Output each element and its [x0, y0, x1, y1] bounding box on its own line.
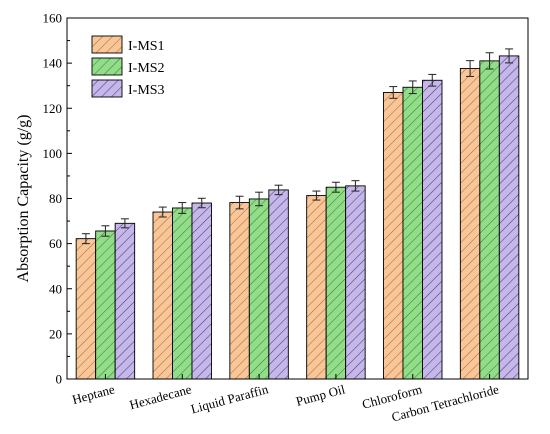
- legend-swatch-i-ms1: [91, 35, 123, 54]
- bar-i-ms1-5: [383, 92, 404, 380]
- legend: I-MS1 I-MS2 I-MS3: [91, 35, 165, 98]
- y-tick-label: 140: [43, 56, 63, 71]
- bar-i-ms3-2: [191, 202, 212, 380]
- bar-i-ms2-4: [325, 186, 347, 380]
- x-tick-label: Liquid Paraffin: [189, 381, 270, 416]
- bar-i-ms2-3: [248, 198, 270, 380]
- bar-i-ms3-3: [268, 189, 289, 380]
- legend-label-i-ms2: I-MS2: [128, 61, 165, 76]
- y-tick-label: 40: [49, 281, 62, 296]
- bar-i-ms2-1: [95, 230, 116, 380]
- bar-i-ms2-6: [479, 60, 500, 380]
- bar-i-ms3-4: [345, 185, 366, 380]
- legend-label-i-ms1: I-MS1: [128, 39, 165, 54]
- bar-i-ms2-5: [402, 86, 423, 380]
- y-tick-label: 160: [43, 11, 63, 26]
- bar-i-ms1-1: [75, 238, 97, 380]
- bar-i-ms3-5: [422, 79, 443, 380]
- bar-i-ms3-6: [498, 55, 520, 380]
- bar-i-ms3-1: [114, 222, 136, 380]
- bar-i-ms1-6: [459, 68, 481, 380]
- bar-i-ms2-2: [172, 207, 193, 380]
- bar-i-ms1-4: [306, 195, 327, 380]
- y-tick-label: 60: [49, 236, 62, 251]
- y-axis-label: Absorption Capacity (g/g): [15, 115, 32, 283]
- error-bars-layer: [81, 48, 514, 245]
- legend-swatch-i-ms3: [91, 79, 123, 98]
- x-tick-label: Hexadecane: [128, 381, 193, 412]
- y-tick-label: 120: [43, 101, 63, 116]
- y-tick-label: 0: [56, 372, 63, 387]
- legend-swatch-i-ms2: [91, 57, 123, 76]
- x-tick-label: Pump Oil: [294, 381, 347, 409]
- x-tick-label: Heptane: [70, 381, 116, 407]
- y-tick-label: 20: [49, 326, 62, 341]
- y-tick-label: 100: [43, 146, 63, 161]
- y-tick-label: 80: [49, 191, 62, 206]
- y-axis: 0 20 40 60 80 100 120 140 160: [43, 11, 72, 387]
- bars-layer: [75, 55, 520, 380]
- legend-label-i-ms3: I-MS3: [128, 83, 165, 98]
- bar-i-ms1-2: [152, 211, 173, 380]
- bar-i-ms1-3: [229, 202, 250, 380]
